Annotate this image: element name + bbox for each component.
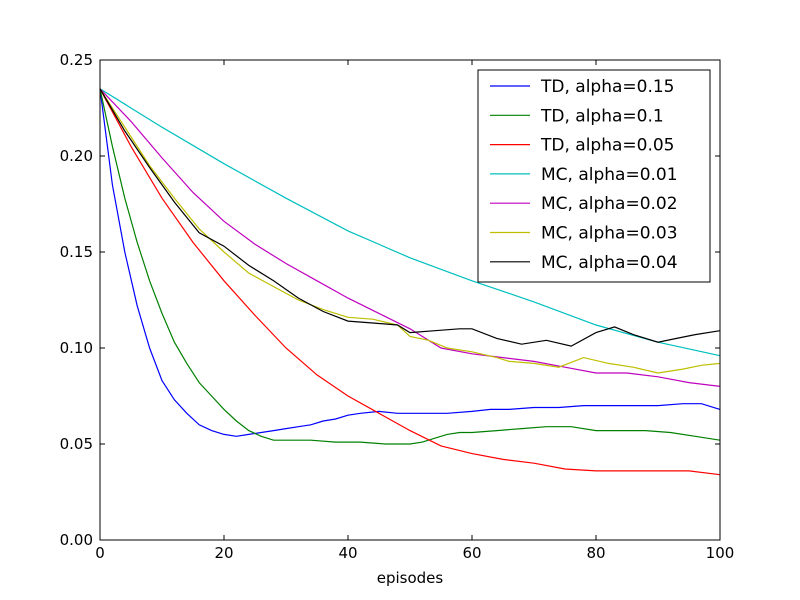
x-tick-label: 40 (338, 544, 357, 562)
series-line-5 (99, 88, 721, 374)
series-line-2 (99, 88, 721, 476)
x-tick-label: 80 (586, 544, 605, 562)
y-tick-label: 0.20 (60, 147, 93, 165)
y-tick-label: 0.05 (60, 435, 93, 453)
legend-label: MC, alpha=0.01 (541, 165, 678, 185)
legend-label: MC, alpha=0.02 (541, 194, 678, 214)
y-axis-ticks: 0.00 0.05 0.10 0.15 0.20 0.25 (60, 51, 720, 549)
x-tick-label: 100 (706, 544, 735, 562)
series-line-3 (99, 88, 721, 357)
plot-frame (99, 59, 721, 541)
x-tick-label: 0 (95, 544, 105, 562)
x-tick-label: 20 (214, 544, 233, 562)
y-tick-label: 0.10 (60, 339, 93, 357)
y-tick-label: 0.15 (60, 243, 93, 261)
legend-label: TD, alpha=0.15 (540, 77, 675, 97)
y-tick-label: 0.25 (60, 51, 93, 69)
legend-label: MC, alpha=0.03 (541, 224, 678, 244)
series-line-1 (99, 88, 721, 445)
x-axis-ticks: 0 20 40 60 80 100 (95, 60, 734, 562)
series-layer (99, 88, 721, 476)
legend-label: TD, alpha=0.05 (540, 136, 675, 156)
legend-label: MC, alpha=0.04 (541, 253, 678, 273)
series-line-4 (99, 88, 721, 387)
y-tick-label: 0.00 (60, 531, 93, 549)
legend: TD, alpha=0.15 TD, alpha=0.1 TD, alpha=0.0… (477, 69, 711, 283)
legend-label: TD, alpha=0.1 (540, 106, 664, 126)
x-axis-title: episodes (377, 569, 444, 587)
x-tick-label: 60 (462, 544, 481, 562)
series-line-0 (99, 88, 721, 437)
series-line-6 (99, 88, 721, 347)
legend-box (477, 69, 711, 283)
